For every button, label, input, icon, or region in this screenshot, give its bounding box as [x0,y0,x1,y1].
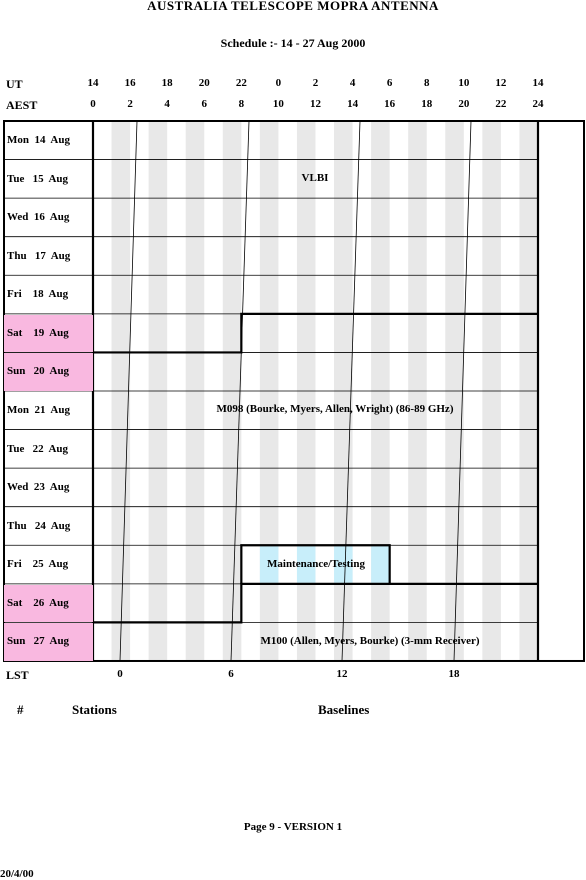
hash-heading: # [17,702,24,717]
ut-tick: 22 [235,77,247,89]
day-label: Sat 26 Aug [4,584,93,623]
baselines-heading: Baselines [318,702,370,717]
ut-tick: 16 [124,77,136,89]
m098-block-label: M098 (Bourke, Myers, Allen, Wright) (86-… [216,403,454,415]
aest-tick: 22 [495,98,507,110]
aest-label: AEST [6,98,38,112]
ut-tick: 12 [495,77,507,89]
maintenance-box [240,544,391,584]
day-label: Tue 22 Aug [7,442,69,455]
day-label: Tue 15 Aug [7,172,69,185]
lst-line [119,120,138,661]
maintenance-stripe [371,546,390,583]
day-label: Thu 24 Aug [7,519,71,532]
outer-frame [3,120,585,662]
ut-tick: 2 [312,77,319,89]
lst-label: LST [6,668,29,682]
day-label: Thu 17 Aug [7,249,71,262]
aest-tick: 14 [347,98,359,110]
lst-line [230,120,250,661]
aest-tick: 8 [238,98,245,110]
ut-label: UT [6,77,23,91]
lst-tick: 0 [117,668,123,680]
lst-tick: 6 [228,668,234,680]
ut-tick: 4 [349,77,356,89]
aest-tick: 0 [90,98,96,110]
maintenance-block-label: Maintenance/Testing [267,558,365,570]
ut-tick: 8 [424,77,430,89]
lst-line [341,120,361,661]
ut-tick: 10 [458,77,470,89]
day-label: Sun 20 Aug [4,353,93,391]
ut-tick: 14 [87,77,99,89]
aest-tick: 12 [310,98,321,110]
aest-tick: 4 [164,98,170,110]
maintenance-stripe [259,546,279,583]
vlbi-block-label: VLBI [301,172,329,184]
lst-tick: 18 [448,668,460,680]
ut-tick: 14 [532,77,544,89]
page-number: Page 9 - VERSION 1 [243,821,343,833]
aest-tick: 16 [384,98,396,110]
day-label: Mon 21 Aug [7,403,70,416]
day-label: Wed 23 Aug [7,481,70,494]
vlbi-m098-boundary [93,312,538,354]
day-label: Fri 18 Aug [7,288,69,301]
aest-tick: 24 [532,98,544,110]
maintenance-stripe [296,546,316,583]
ut-tick: 18 [161,77,173,89]
day-label: Sat 19 Aug [4,314,93,353]
page-title: AUSTRALIA TELESCOPE MOPRA ANTENNA [147,0,439,13]
lst-line [453,120,472,661]
ut-tick: 6 [386,77,393,89]
day-label: Fri 25 Aug [7,558,69,571]
aest-tick: 10 [272,98,284,110]
ut-tick: 20 [198,77,210,89]
day-label: Wed 16 Aug [7,211,70,224]
day-label: Sun 27 Aug [4,623,93,661]
ut-tick: 0 [275,77,282,89]
maintenance-stripe [334,546,353,583]
version-date: 20/4/00 [0,868,34,880]
m098-m100-boundary [93,582,538,624]
aest-tick: 20 [458,98,470,110]
aest-tick: 6 [201,98,208,110]
lst-tick: 12 [336,668,348,680]
m100-block-label: M100 (Allen, Myers, Bourke) (3-mm Receiv… [260,635,480,647]
aest-tick: 18 [421,98,433,110]
stations-heading: Stations [72,702,117,717]
day-label: Mon 14 Aug [7,134,70,146]
aest-tick: 2 [127,98,133,110]
schedule-subtitle: Schedule :- 14 - 27 Aug 2000 [220,36,366,50]
